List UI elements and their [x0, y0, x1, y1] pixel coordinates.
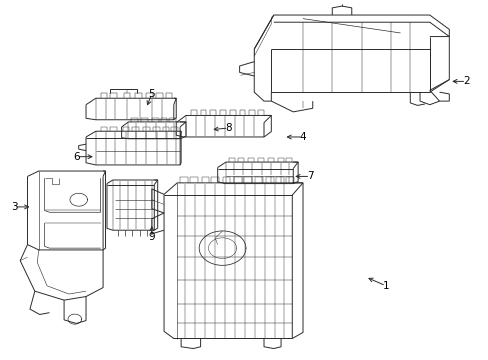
Text: 1: 1	[382, 281, 388, 291]
Text: 7: 7	[306, 171, 313, 181]
Text: 2: 2	[462, 76, 468, 86]
Text: 3: 3	[11, 202, 18, 212]
Text: 4: 4	[299, 132, 305, 142]
Text: 8: 8	[224, 123, 231, 133]
Text: 9: 9	[148, 232, 155, 242]
Text: 6: 6	[73, 152, 80, 162]
Text: 5: 5	[148, 89, 155, 99]
